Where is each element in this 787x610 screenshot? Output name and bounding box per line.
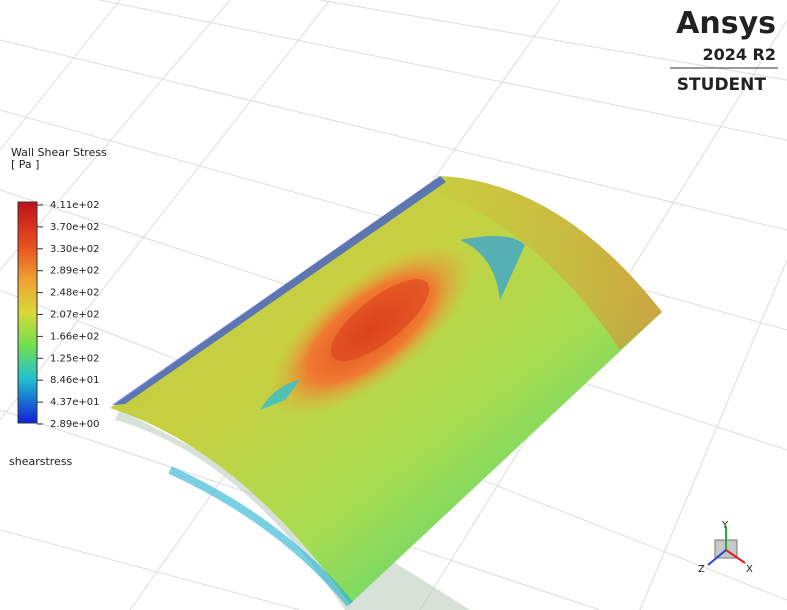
contour-surface [110,176,662,604]
legend-label: 1.66e+02 [50,331,100,342]
contour-rim [430,176,662,350]
contour-lower-band [168,466,354,607]
legend-label: 2.48e+02 [50,288,100,299]
triad-x-label: X [746,564,753,575]
legend-label: 4.37e+01 [50,397,100,408]
legend-label: 2.89e+02 [50,266,100,277]
triad-z-axis [707,549,727,566]
legend-label: 3.70e+02 [50,222,100,233]
legend-label: 8.46e+01 [50,375,100,386]
contour-edge [112,176,446,405]
legend-labels: 4.11e+02 3.70e+02 3.30e+02 2.89e+02 2.48e+02… [37,200,100,430]
legend-label: 1.25e+02 [50,353,100,364]
logo-version: 2024 R2 [702,45,776,64]
triad-z-label: Z [698,564,705,575]
variable-name: shearstress [9,455,73,468]
legend-label: 4.11e+02 [50,200,100,211]
axis-triad: Y X Z [698,520,753,575]
legend-unit: [ Pa ] [11,158,39,171]
logo-edition: STUDENT [677,75,767,95]
triad-y-label: Y [721,520,729,531]
logo-brand: Ansys [676,6,776,41]
colorbar [17,201,38,424]
contour-wake [460,236,525,300]
contour-core [330,279,430,361]
triad-x-axis [725,549,746,564]
legend-label: 2.89e+00 [50,419,100,430]
contour-tip [260,380,300,410]
legend-title: Wall Shear Stress [11,146,107,159]
legend-label: 2.07e+02 [50,310,100,321]
legend-label: 3.30e+02 [50,244,100,255]
